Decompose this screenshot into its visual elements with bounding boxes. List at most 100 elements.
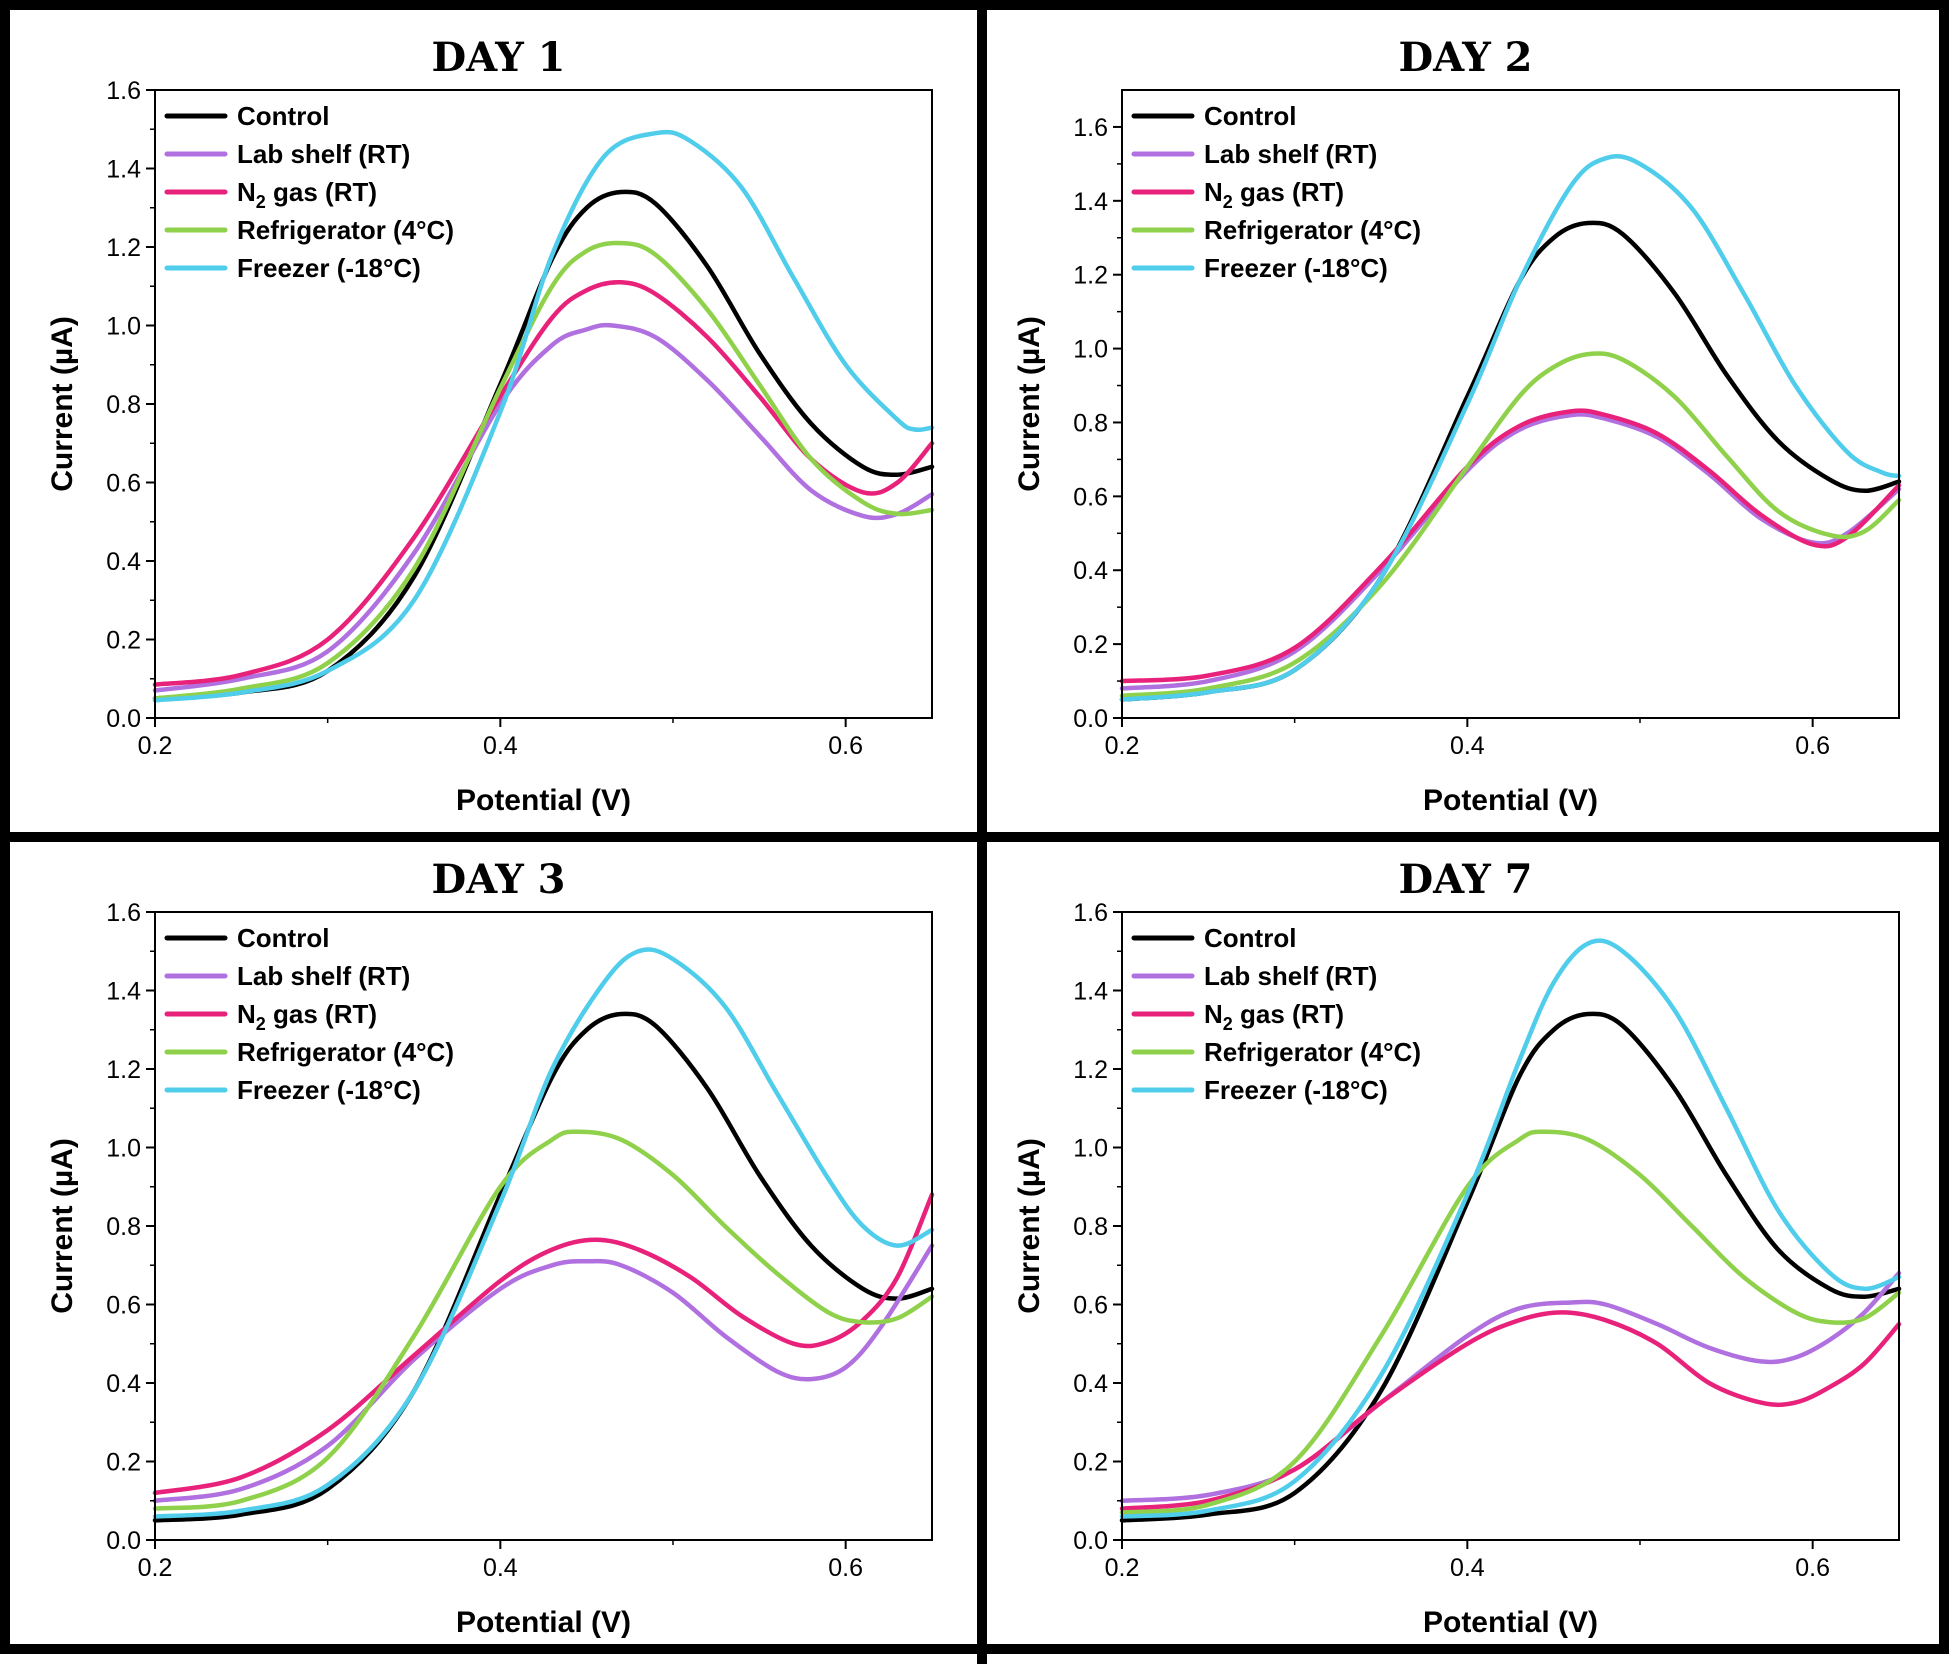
series-line-1 [152, 1011, 935, 1523]
x-axis-label: Potential (V) [456, 1606, 631, 1639]
y-tick-label: 0.6 [1073, 483, 1108, 511]
chart-svg: 0.00.20.40.60.81.01.21.41.60.2 0.4 0.6Pote… [46, 899, 935, 1639]
y-axis-label: Current (µA) [1013, 316, 1046, 492]
y-tick-label: 1.0 [106, 1135, 141, 1163]
x-axis-label: Potential (V) [1423, 784, 1598, 817]
y-axis-label: Current (µA) [46, 1138, 79, 1314]
y-tick-label: 0.8 [1073, 409, 1108, 437]
series-line-5 [1119, 154, 1902, 702]
y-tick-label: 0.2 [106, 627, 141, 655]
y-tick-label: 1.4 [106, 156, 141, 184]
y-tick-label: 0.8 [106, 1213, 141, 1241]
legend-label: N2 gas (RT) [1204, 177, 1344, 212]
y-tick-label: 1.0 [1073, 1135, 1108, 1163]
y-tick-label: 0.4 [1073, 1370, 1108, 1398]
x-tick-label: 0.2 [138, 732, 173, 760]
series-line-5 [152, 947, 935, 1519]
y-tick-label: 1.4 [1073, 978, 1108, 1006]
x-tick-label: 0.4 [483, 1554, 518, 1582]
legend: Control Lab shelf (RT) N2 gas (RT)Refriger… [164, 101, 454, 283]
chart-svg: 0.00.20.40.60.81.01.21.41.60.2 0.4 0.6Pote… [46, 77, 935, 817]
y-tick-label: 1.0 [106, 313, 141, 341]
legend-label: Control [237, 923, 329, 953]
legend-label: Freezer (-18°C) [1204, 253, 1388, 283]
chart-panel-day-2: DAY 2 0.0 0.2 0.4 0.6 0.8 1.0 1.2 1.4 1.6 0.2 0.4 0… [987, 20, 1944, 832]
y-tick-label: 0.0 [106, 705, 141, 733]
x-tick-label: 0.6 [1795, 1554, 1830, 1582]
y-tick-label: 0.4 [106, 548, 141, 576]
y-tick-label: 0.0 [106, 1527, 141, 1555]
y-tick-label: 1.2 [106, 1056, 141, 1084]
series-line-1 [1119, 1011, 1902, 1523]
y-tick-label: 1.0 [1073, 336, 1108, 364]
y-tick-label: 1.2 [1073, 262, 1108, 290]
chart-panel-day-3: DAY 3 0.0 0.2 0.4 0.6 0.8 1.0 1.2 1.4 1.6 0.2 0.4 0… [20, 842, 977, 1654]
y-tick-label: 0.6 [106, 1292, 141, 1320]
legend-label: Control [1204, 923, 1296, 953]
panel-title: DAY 1 [431, 34, 566, 81]
series-line-2 [152, 1243, 935, 1504]
series-line-4 [152, 240, 935, 701]
y-axis-label: Current (µA) [46, 316, 79, 492]
y-tick-label: 0.8 [1073, 1213, 1108, 1241]
legend-label: N2 gas (RT) [1204, 999, 1344, 1034]
y-tick-label: 0.2 [1073, 631, 1108, 659]
series-line-3 [152, 279, 935, 687]
legend-label: Freezer (-18°C) [237, 1075, 421, 1105]
series-line-3 [1119, 408, 1902, 684]
series-line-2 [1119, 412, 1902, 691]
legend-label: Refrigerator (4°C) [237, 215, 454, 245]
legend-label: Refrigerator (4°C) [237, 1037, 454, 1067]
chart-svg: 0.00.20.40.60.81.01.21.41.60.2 0.4 0.6Pote… [1013, 899, 1902, 1639]
legend-label: N2 gas (RT) [237, 999, 377, 1034]
chart-svg: 0.00.20.40.60.81.01.21.41.60.2 0.4 0.6Pote… [1013, 89, 1902, 817]
y-tick-label: 1.6 [106, 77, 141, 105]
y-tick-label: 0.0 [1073, 1527, 1108, 1555]
y-tick-label: 0.2 [1073, 1449, 1108, 1477]
y-tick-label: 0.4 [1073, 557, 1108, 585]
y-tick-label: 0.6 [1073, 1292, 1108, 1320]
y-tick-label: 0.0 [1073, 705, 1108, 733]
x-tick-label: 0.6 [828, 1554, 863, 1582]
legend: Control Lab shelf (RT) N2 gas (RT)Refriger… [1131, 923, 1421, 1105]
series-line-1 [152, 189, 935, 701]
legend-label: Refrigerator (4°C) [1204, 1037, 1421, 1067]
legend-label: Freezer (-18°C) [1204, 1075, 1388, 1105]
legend: Control Lab shelf (RT) N2 gas (RT)Refriger… [164, 923, 454, 1105]
x-tick-label: 0.4 [1450, 732, 1485, 760]
panel-title: DAY 2 [1398, 34, 1533, 81]
legend-label: Freezer (-18°C) [237, 253, 421, 283]
y-tick-label: 0.4 [106, 1370, 141, 1398]
y-tick-label: 0.6 [106, 470, 141, 498]
series-line-4 [152, 1129, 935, 1511]
legend-label: Lab shelf (RT) [1204, 139, 1377, 169]
legend-label: N2 gas (RT) [237, 177, 377, 212]
legend-label: Lab shelf (RT) [237, 139, 410, 169]
vertical-divider [977, 10, 987, 1664]
series-line-5 [152, 129, 935, 703]
x-tick-label: 0.4 [483, 732, 518, 760]
series-line-5 [1119, 938, 1902, 1519]
x-tick-label: 0.2 [1105, 1554, 1140, 1582]
y-tick-label: 0.8 [106, 391, 141, 419]
legend-label: Control [237, 101, 329, 131]
y-tick-label: 1.4 [106, 978, 141, 1006]
y-axis-label: Current (µA) [1013, 1138, 1046, 1314]
x-axis-label: Potential (V) [456, 784, 631, 817]
y-tick-label: 1.6 [1073, 114, 1108, 142]
series-line-4 [1119, 1129, 1902, 1515]
legend: Control Lab shelf (RT) N2 gas (RT)Refriger… [1131, 101, 1421, 283]
legend-label: Lab shelf (RT) [1204, 961, 1377, 991]
x-tick-label: 0.2 [1105, 732, 1140, 760]
series-line-4 [1119, 351, 1902, 699]
series-line-1 [1119, 220, 1902, 702]
legend-label: Control [1204, 101, 1296, 131]
y-tick-label: 1.2 [106, 234, 141, 262]
panel-title: DAY 7 [1398, 856, 1533, 903]
series-line-3 [152, 1192, 935, 1496]
y-tick-label: 1.6 [106, 899, 141, 927]
legend-label: Lab shelf (RT) [237, 961, 410, 991]
legend-label: Refrigerator (4°C) [1204, 215, 1421, 245]
y-tick-label: 1.2 [1073, 1056, 1108, 1084]
